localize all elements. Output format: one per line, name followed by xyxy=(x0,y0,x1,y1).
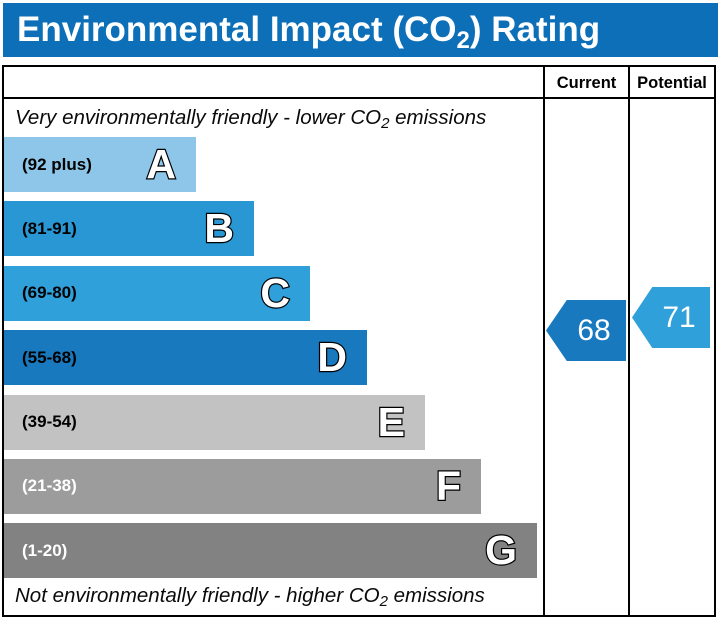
band-range-label: (92 plus) xyxy=(22,154,92,174)
band-range-label: (39-54) xyxy=(22,412,77,432)
band-range-label: (21-38) xyxy=(22,476,77,496)
band-range-label: (81-91) xyxy=(22,218,77,238)
band-letter: F xyxy=(435,462,462,510)
page-title: Environmental Impact (CO2) Rating xyxy=(17,10,601,54)
potential-column-divider xyxy=(628,65,630,617)
band-row-a: (92 plus) A xyxy=(4,137,196,192)
band-range-label: (69-80) xyxy=(22,283,77,303)
co2-subscript: 2 xyxy=(381,115,390,132)
potential-rating-value: 71 xyxy=(662,300,696,334)
band-range-label: (1-20) xyxy=(22,540,68,560)
band-row-b: (81-91) B xyxy=(4,201,254,257)
band-letter: G xyxy=(484,526,518,574)
current-rating-value: 68 xyxy=(577,313,611,347)
band-range-label: (55-68) xyxy=(22,347,77,367)
band-row-g: (1-20) G xyxy=(4,523,537,579)
header-row-divider xyxy=(2,97,716,99)
co2-subscript: 2 xyxy=(379,593,388,610)
band-letter: B xyxy=(203,204,235,252)
current-column-header: Current xyxy=(556,74,617,92)
top-note: Very environmentally friendly - lower CO… xyxy=(15,106,487,132)
band-row-e: (39-54) E xyxy=(4,394,425,450)
potential-column-header: Potential xyxy=(637,74,707,92)
band-letter: E xyxy=(376,397,406,445)
band-row-c: (69-80) C xyxy=(4,265,310,321)
band-row-f: (21-38) F xyxy=(4,458,481,514)
co2-subscript: 2 xyxy=(456,27,470,54)
band-row-d: (55-68) D xyxy=(4,330,367,386)
band-letter: A xyxy=(145,140,177,188)
title-banner: Environmental Impact (CO2) Rating xyxy=(3,3,718,57)
current-column-divider xyxy=(543,65,545,617)
bottom-note: Not environmentally friendly - higher CO… xyxy=(15,584,485,610)
band-letter: D xyxy=(316,333,348,381)
band-letter: C xyxy=(259,269,291,317)
rating-bands: (92 plus) A (81-91) B (69-80) C (55-68) … xyxy=(4,137,541,579)
